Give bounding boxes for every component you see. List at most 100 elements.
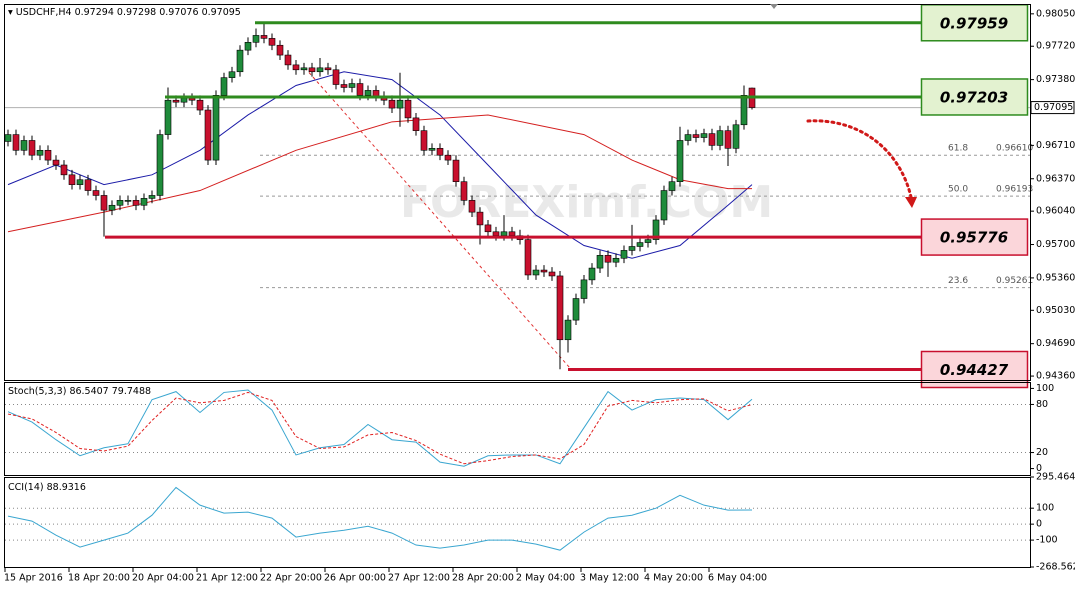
y-tick-label: 295.4647 <box>1036 472 1075 483</box>
y-tick-label: 0.97380 <box>1036 74 1075 85</box>
candle-body <box>556 275 564 341</box>
forecast-arrow <box>806 119 913 199</box>
cci-title: CCI(14) <box>8 482 44 493</box>
y-tick-label: 0.97720 <box>1036 41 1075 52</box>
x-tick-label: 18 Apr 20:00 <box>68 573 130 584</box>
stoch-header: Stoch(5,3,3) 86.5407 79.7488 <box>8 386 151 397</box>
candle-body <box>532 269 540 276</box>
candle-body <box>244 42 252 51</box>
candle-body <box>652 219 660 240</box>
overlay-layer: 0.98050 0.97720 0.97380 0.96710 0.96370 0.960… <box>4 4 1075 584</box>
x-tick-label: 26 Apr 00:00 <box>324 573 386 584</box>
header-high: 0.97298 <box>117 7 156 18</box>
fib-price: 0.95261 <box>996 276 1033 286</box>
candle-body <box>4 134 12 142</box>
candle-body <box>364 90 372 96</box>
candle-body <box>180 97 188 103</box>
candle-body <box>732 124 740 149</box>
indicator-line <box>7 486 753 551</box>
candle-body <box>684 134 692 141</box>
candle-body <box>468 200 476 213</box>
candle-body <box>92 190 100 196</box>
candle-body <box>444 154 452 161</box>
y-tick-label: 100 <box>1036 503 1054 514</box>
candle-body <box>460 181 468 201</box>
candle-body <box>204 109 212 161</box>
candle-body <box>76 179 84 185</box>
candle-body <box>68 174 76 185</box>
fib-anchor-line <box>304 67 571 369</box>
stoch-signal-value: 79.7488 <box>112 386 151 397</box>
candle-body <box>332 69 340 85</box>
candle-body <box>404 99 412 119</box>
candle-body <box>20 140 28 151</box>
candle-body <box>588 267 596 281</box>
shift-marker <box>770 4 778 9</box>
candle-body <box>628 246 636 251</box>
candle-body <box>60 164 68 176</box>
candle-body <box>612 257 620 263</box>
forecast-arrow-head <box>905 197 917 208</box>
y-tick-label: -100 <box>1036 535 1058 546</box>
y-tick-label: 0.98050 <box>1036 8 1075 19</box>
candle-body <box>580 279 588 299</box>
y-tick-label: 0.95360 <box>1036 272 1075 283</box>
indicator-line <box>7 391 753 465</box>
x-tick-label: 3 May 12:00 <box>580 573 639 584</box>
fib-ratio: 61.8 <box>948 144 968 154</box>
y-tick-label: 80 <box>1036 399 1048 410</box>
header-close: 0.97095 <box>202 7 241 18</box>
candle-body <box>644 239 652 243</box>
cci-value: 88.9316 <box>47 482 86 493</box>
x-tick-label: 15 Apr 2016 <box>4 573 63 584</box>
stoch-panel-frame <box>4 382 1031 476</box>
candle-body <box>476 211 484 226</box>
moving-average <box>7 114 752 233</box>
level-label: 0.97959 <box>940 14 1008 32</box>
level-box <box>920 350 1029 389</box>
candle-body <box>276 44 284 56</box>
candle-body <box>604 255 612 263</box>
candle-body <box>388 99 396 109</box>
candle-body <box>268 38 276 46</box>
candle-body <box>188 97 196 101</box>
candle-body <box>156 134 164 196</box>
candle-body <box>500 231 508 236</box>
y-tick-label: 0 <box>1036 463 1042 474</box>
candle-body <box>356 83 364 96</box>
y-tick-label: 0 <box>1036 519 1042 530</box>
header-arrow: ▾ <box>8 7 16 18</box>
x-tick-label: 27 Apr 12:00 <box>388 573 450 584</box>
candle-body <box>452 159 460 183</box>
candle-body <box>100 195 108 211</box>
candle-body <box>660 190 668 221</box>
candle-body <box>348 83 356 88</box>
x-tick-label: 21 Apr 12:00 <box>196 573 258 584</box>
x-tick-label: 6 May 04:00 <box>708 573 767 584</box>
y-tick-label: 100 <box>1036 383 1054 394</box>
x-tick-label: 28 Apr 20:00 <box>452 573 514 584</box>
candle-body <box>492 231 500 236</box>
y-tick-label: 0.96710 <box>1036 140 1075 151</box>
chart-header: ▾ USDCHF,H4 0.97294 0.97298 0.97076 0.97… <box>8 7 241 18</box>
candle-body <box>692 134 700 138</box>
candle-body <box>596 255 604 269</box>
candle-body <box>12 134 20 151</box>
header-low: 0.97076 <box>159 7 198 18</box>
y-tick-label: 0.95030 <box>1036 305 1075 316</box>
moving-average <box>7 71 753 259</box>
level-label: 0.97203 <box>940 88 1008 106</box>
x-tick-label: 4 May 20:00 <box>644 573 703 584</box>
candle-body <box>716 130 724 146</box>
candle-body <box>708 133 716 146</box>
candle-body <box>172 99 180 103</box>
candle-body <box>196 99 204 111</box>
candle-body <box>36 149 44 156</box>
fib-price: 0.96610 <box>996 144 1033 154</box>
stoch-main-value: 86.5407 <box>69 386 108 397</box>
grid-layer: 61.8 0.96610 50.0 0.96193 23.6 0.95261 <box>5 107 1033 541</box>
